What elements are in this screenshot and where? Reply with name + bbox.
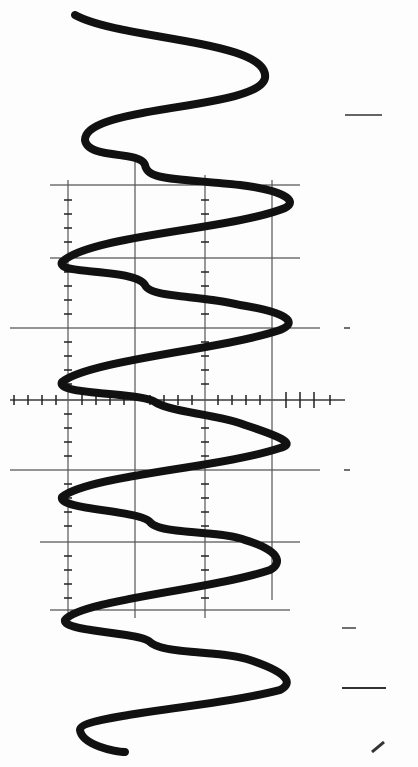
page: Oscilloscope trace {} html, body { margi… [0,0,418,767]
oscilloscope-photo [0,0,418,767]
body [0,0,418,767]
